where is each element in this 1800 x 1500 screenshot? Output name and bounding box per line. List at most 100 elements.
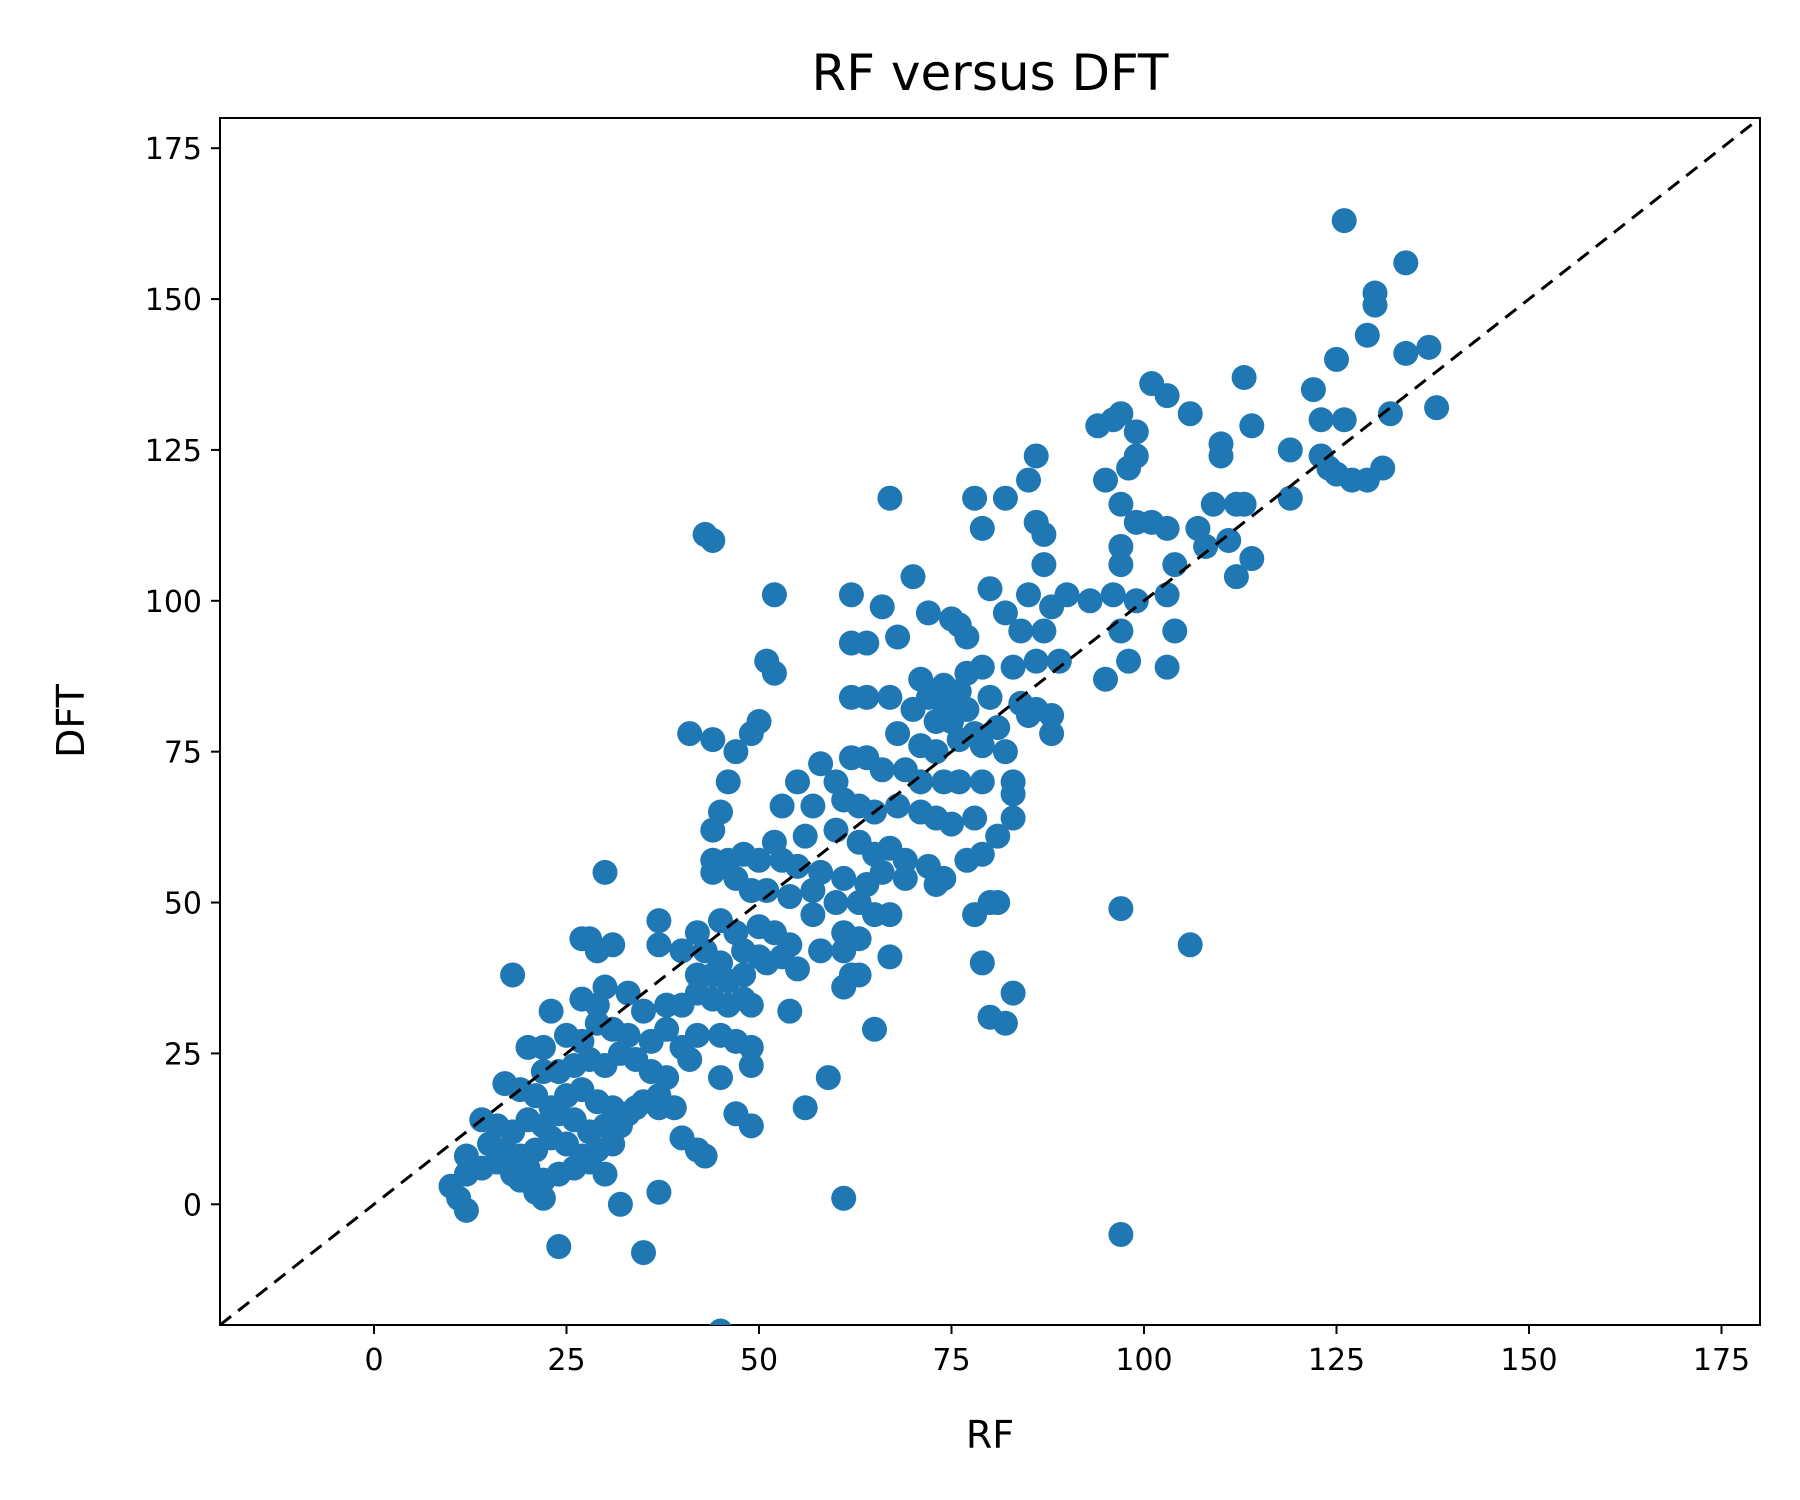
scatter-point — [623, 1095, 649, 1121]
scatter-point — [969, 950, 995, 976]
scatter-point — [1154, 654, 1180, 680]
scatter-point — [992, 1010, 1018, 1036]
scatter-point — [1300, 377, 1326, 403]
scatter-point — [592, 974, 618, 1000]
scatter-point — [738, 1113, 764, 1139]
scatter-point — [854, 630, 880, 656]
scatter-point — [1377, 401, 1403, 427]
scatter-point — [530, 1185, 556, 1211]
scatter-point — [1000, 980, 1026, 1006]
scatter-point — [746, 847, 772, 873]
scatter-point — [823, 890, 849, 916]
scatter-point — [700, 527, 726, 553]
scatter-point — [800, 877, 826, 903]
x-tick-label: 50 — [740, 1343, 778, 1378]
y-tick-label: 175 — [145, 132, 202, 167]
scatter-point — [969, 515, 995, 541]
scatter-point — [869, 594, 895, 620]
scatter-point — [877, 684, 903, 710]
scatter-point — [677, 721, 703, 747]
scatter-point — [892, 865, 918, 891]
scatter-point — [677, 1046, 703, 1072]
scatter-point — [885, 624, 911, 650]
scatter-point — [1424, 395, 1450, 421]
scatter-point — [1416, 334, 1442, 360]
scatter-point — [723, 739, 749, 765]
scatter-point — [1108, 552, 1134, 578]
scatter-point — [777, 998, 803, 1024]
scatter-point — [838, 582, 864, 608]
scatter-point — [1031, 618, 1057, 644]
scatter-point — [962, 485, 988, 511]
scatter-point — [1008, 618, 1034, 644]
scatter-point — [538, 998, 564, 1024]
scatter-point — [1108, 896, 1134, 922]
scatter-point — [815, 1065, 841, 1091]
scatter-point — [831, 1185, 857, 1211]
scatter-point — [600, 1131, 626, 1157]
scatter-point — [1393, 340, 1419, 366]
scatter-point — [969, 769, 995, 795]
scatter-point — [1085, 413, 1111, 439]
scatter-point — [746, 709, 772, 734]
scatter-point — [1039, 721, 1065, 747]
scatter-point — [646, 1179, 672, 1205]
scatter-point — [646, 1095, 672, 1121]
scatter-point — [1331, 407, 1357, 433]
scatter-point — [1324, 346, 1349, 372]
scatter-point — [854, 684, 880, 710]
x-tick-label: 0 — [364, 1343, 383, 1378]
scatter-point — [908, 769, 934, 795]
x-axis: 0 25 50 75 100 125 150 175 — [364, 1325, 1750, 1378]
scatter-point — [869, 757, 895, 783]
scatter-point — [1093, 666, 1118, 692]
scatter-point — [692, 1143, 718, 1169]
scatter-point — [939, 811, 964, 837]
x-tick-label: 25 — [547, 1343, 585, 1378]
scatter-point — [862, 1016, 887, 1042]
y-tick-label: 0 — [183, 1188, 202, 1223]
scatter-point — [1108, 533, 1134, 559]
scatter-point — [1162, 552, 1188, 578]
scatter-point — [792, 1095, 818, 1121]
scatter-point — [892, 847, 918, 873]
scatter-point — [1193, 533, 1219, 559]
scatter-point — [615, 980, 641, 1006]
scatter-point — [831, 938, 857, 964]
scatter-point — [800, 902, 826, 928]
scatter-point — [1239, 546, 1265, 572]
scatter-point — [654, 1016, 680, 1042]
y-tick-label: 125 — [145, 434, 202, 469]
scatter-point — [992, 600, 1018, 626]
scatter-point — [1277, 437, 1303, 463]
scatter-point — [731, 962, 757, 988]
y-tick-label: 75 — [164, 736, 202, 771]
x-tick-label: 125 — [1308, 1343, 1365, 1378]
scatter-point — [631, 998, 656, 1024]
plot-area — [219, 116, 1761, 1327]
x-tick-label: 150 — [1500, 1343, 1557, 1378]
scatter-point — [684, 1022, 710, 1048]
y-axis: 0 25 50 75 100 125 150 175 — [145, 132, 220, 1223]
scatter-point — [1077, 588, 1103, 614]
scatter-point — [607, 1191, 633, 1217]
plot-frame — [219, 117, 1761, 1326]
scatter-point — [1331, 208, 1357, 234]
scatter-point — [738, 992, 764, 1018]
scatter-point — [592, 859, 618, 885]
points-layer — [438, 208, 1450, 1325]
scatter-point — [1277, 485, 1303, 511]
scatter-point — [831, 865, 857, 891]
scatter-point — [1000, 654, 1026, 680]
scatter-point — [877, 902, 903, 928]
scatter-point — [1354, 322, 1380, 348]
scatter-point — [962, 805, 988, 831]
scatter-point — [1231, 365, 1257, 391]
scatter-point — [1231, 491, 1257, 517]
scatter-point — [969, 733, 995, 759]
scatter-point — [808, 751, 834, 777]
scatter-point — [738, 1052, 764, 1078]
scatter-point — [1054, 582, 1080, 608]
scatter-point — [1016, 467, 1041, 493]
y-tick-label: 25 — [164, 1037, 202, 1072]
